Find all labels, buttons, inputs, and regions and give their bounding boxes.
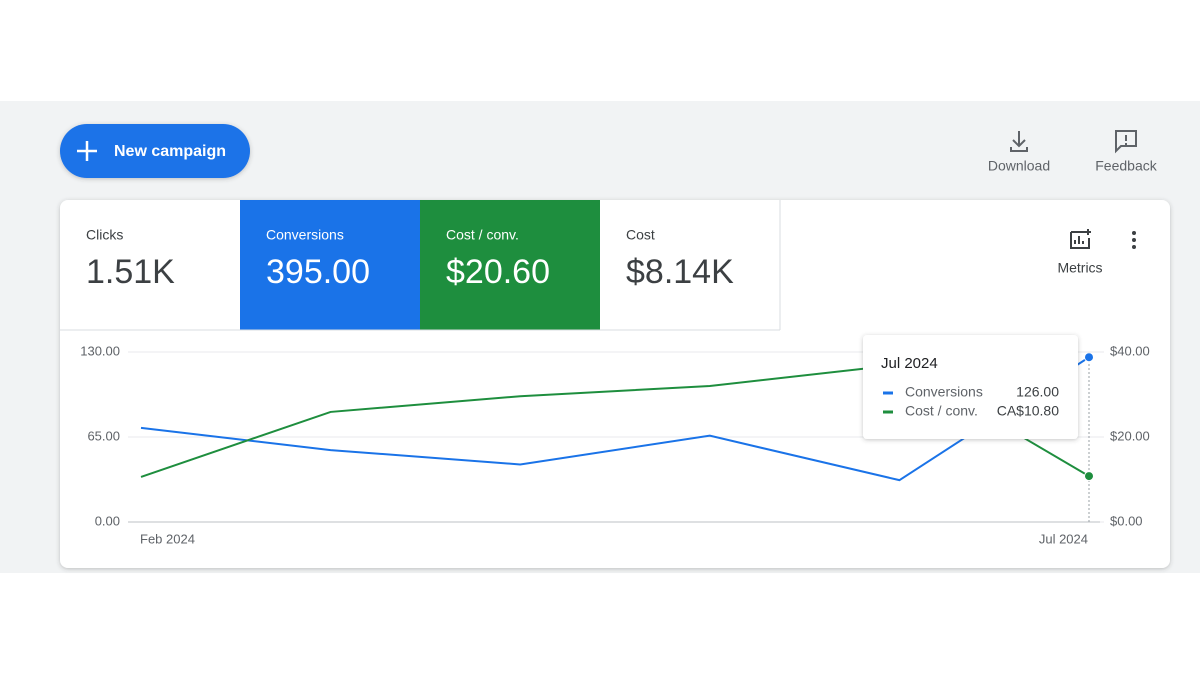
feedback-button[interactable]: Feedback [1095, 130, 1158, 174]
plus-icon [77, 141, 97, 161]
metrics-icon [1070, 229, 1091, 249]
scorecard[interactable]: Cost $8.14K [626, 227, 734, 291]
button-label[interactable]: New campaign [114, 143, 226, 160]
dot [1132, 245, 1136, 249]
tooltip-bg [863, 335, 1078, 439]
scorecards: Clicks 1.51K Conversions 395.00 Cost / c… [60, 200, 781, 331]
x-tick-label: Feb 2024 [140, 531, 195, 546]
scorecard-bg [240, 200, 420, 330]
tooltip-series: Conversions [905, 384, 983, 400]
button-bg[interactable] [60, 124, 250, 178]
scorecard-label: Cost [626, 227, 655, 243]
hover-point [1084, 352, 1094, 363]
download-label[interactable]: Download [988, 158, 1050, 174]
scorecard-bg [420, 200, 600, 330]
more-menu[interactable] [1132, 231, 1136, 249]
y2-tick-label: $20.00 [1110, 428, 1150, 443]
y2-tick-label: $0.00 [1110, 513, 1143, 528]
y-tick-label: 65.00 [87, 428, 120, 443]
tooltip-series: Cost / conv. [905, 403, 978, 419]
y-tick-label: 130.00 [80, 343, 120, 358]
dot [1132, 231, 1136, 235]
metrics-label[interactable]: Metrics [1057, 260, 1102, 276]
scorecard-value: $20.60 [446, 253, 550, 291]
feedback-icon [1115, 130, 1137, 154]
hover-point [1084, 471, 1094, 482]
new-campaign-button[interactable]: New campaign [60, 124, 250, 178]
feedback-label[interactable]: Feedback [1095, 158, 1157, 174]
series-line [140, 356, 1090, 482]
metrics-button[interactable]: Metrics [1057, 229, 1103, 276]
download-icon [1010, 131, 1028, 152]
download-button[interactable]: Download [988, 131, 1050, 174]
scorecard[interactable]: Conversions 395.00 [240, 200, 420, 330]
scorecard-border [60, 200, 781, 331]
tooltip: Jul 2024 Conversions 126.00 Cost / conv.… [863, 335, 1078, 439]
x-tick-label: Jul 2024 [1039, 531, 1088, 546]
scorecard-value: $8.14K [626, 253, 734, 291]
scorecard[interactable]: Cost / conv. $20.60 [420, 200, 600, 330]
scorecard-value: 395.00 [266, 253, 370, 291]
chart: 0.00 65.00 130.00 $0.00 $20.00 $40.00 Feb 2024… [80, 343, 1150, 546]
tooltip-title: Jul 2024 [881, 355, 938, 372]
tooltip-value: CA$10.80 [997, 403, 1059, 419]
y-tick-label: 0.00 [95, 513, 120, 528]
y2-tick-label: $40.00 [1110, 343, 1150, 358]
scorecard-value: 1.51K [86, 253, 175, 291]
dot [1132, 238, 1136, 242]
scorecard-label: Cost / conv. [446, 227, 519, 243]
scorecard-label: Conversions [266, 227, 344, 243]
tooltip-value: 126.00 [1016, 384, 1059, 400]
scorecard-label: Clicks [86, 227, 123, 243]
scorecard[interactable]: Clicks 1.51K [86, 227, 175, 291]
